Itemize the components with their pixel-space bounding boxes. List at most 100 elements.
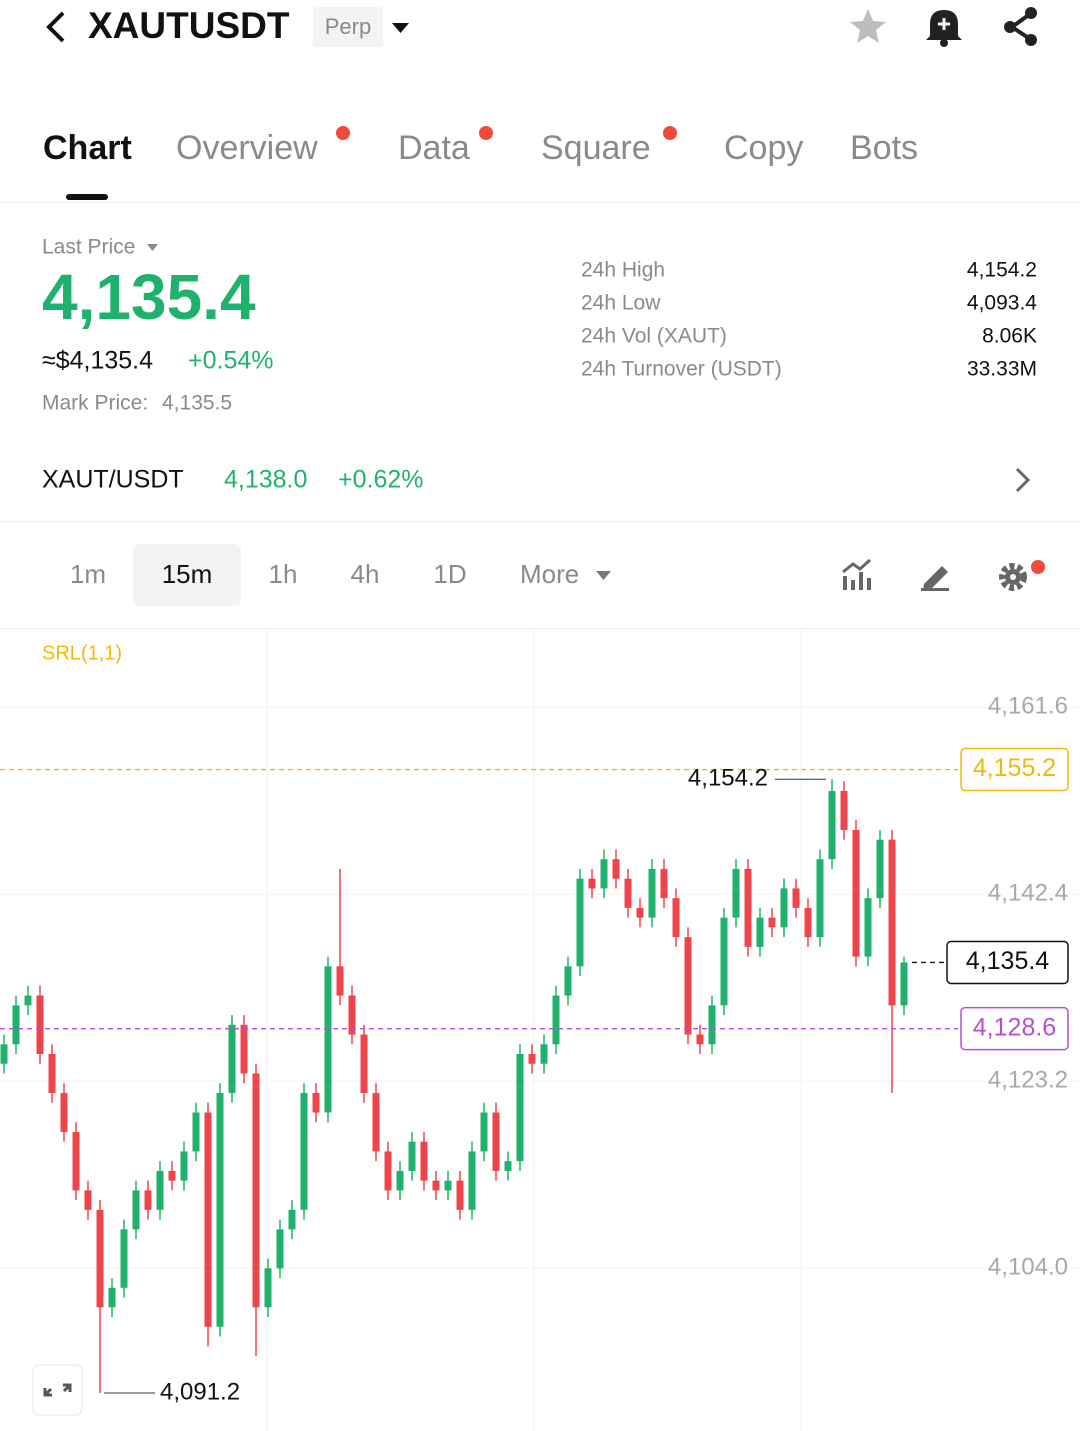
candle-body [588, 878, 596, 889]
tab-active[interactable]: Chart [43, 129, 132, 167]
caption-dropdown [147, 244, 158, 251]
candle-body [900, 962, 908, 1006]
candle-body [732, 868, 740, 918]
tab[interactable]: Data [398, 129, 470, 167]
favorite-icon[interactable] [850, 9, 886, 43]
candle-body [648, 868, 656, 918]
settings-icon[interactable] [999, 563, 1027, 591]
candle-body [396, 1170, 404, 1191]
spot-price: 4,138.0 [224, 466, 307, 494]
candle-body [552, 995, 560, 1045]
candle-body [156, 1170, 164, 1210]
alert-icon[interactable] [926, 10, 962, 47]
candle-body [408, 1141, 416, 1171]
candle-body [624, 878, 632, 908]
candle-body [276, 1229, 284, 1269]
indicator-label: SRL(1,1) [42, 642, 122, 664]
share-icon[interactable] [1004, 7, 1037, 46]
candle-body [480, 1112, 488, 1152]
candle-body [504, 1161, 512, 1171]
tab[interactable]: Square [541, 129, 651, 167]
back-button[interactable] [46, 11, 65, 43]
stat-value: 4,093.4 [967, 292, 1037, 315]
last-price: 4,135.4 [42, 261, 256, 333]
candle-body [456, 1180, 464, 1210]
candle-body [564, 966, 572, 996]
stat-value: 8.06K [982, 325, 1037, 348]
symbol: XAUTUSDT [88, 5, 290, 46]
candle-body [108, 1287, 116, 1308]
candle-body [372, 1092, 380, 1152]
interval[interactable]: 1m [70, 559, 106, 589]
candle-body [756, 917, 764, 947]
candle-body [300, 1092, 308, 1210]
candle-body [384, 1151, 392, 1191]
candle-body [240, 1024, 248, 1074]
badge-dot [663, 126, 677, 140]
candle-body [144, 1190, 152, 1210]
interval-selected-bg [133, 544, 241, 606]
badge-dot [336, 126, 350, 140]
candle-body [264, 1268, 272, 1308]
candle-body [36, 995, 44, 1055]
candle-body [540, 1044, 548, 1064]
mark-price: 4,135.5 [162, 392, 232, 415]
symbol-dropdown[interactable] [392, 23, 409, 33]
candle-body [420, 1141, 428, 1181]
candle-body [888, 839, 896, 1006]
price-change: +0.54% [188, 347, 274, 375]
interval[interactable]: 1D [433, 559, 466, 589]
indicator-icon[interactable] [842, 558, 872, 590]
more-dropdown [596, 571, 611, 580]
candle-body [708, 1005, 716, 1045]
tab[interactable]: Copy [724, 129, 803, 167]
last-price-caption[interactable]: Last Price [42, 236, 135, 259]
candle-body [132, 1190, 140, 1230]
badge-dot [1031, 560, 1045, 574]
grid [0, 629, 1080, 1431]
candle-body [96, 1209, 104, 1308]
candle-body [216, 1092, 224, 1327]
draw-icon[interactable] [921, 566, 949, 591]
approx-price: ≈$4,135.4 [42, 347, 153, 375]
candle-body [84, 1190, 92, 1210]
candle-body [864, 898, 872, 957]
stat-label: 24h Low [581, 292, 661, 315]
candle-body [336, 966, 344, 996]
y-tick-label: 4,104.0 [988, 1254, 1068, 1281]
candle-body [360, 1034, 368, 1093]
candle-body [792, 888, 800, 908]
price-box-label: 4,128.6 [973, 1013, 1056, 1041]
badge-dot [479, 126, 493, 140]
mark-caption: Mark Price: [42, 392, 148, 415]
candle-body [168, 1170, 176, 1181]
candle-body [228, 1024, 236, 1093]
expand-button[interactable] [32, 1364, 83, 1416]
y-tick-label: 4,161.6 [988, 693, 1068, 720]
candle-body [876, 839, 884, 899]
candle-body [516, 1054, 524, 1162]
candlestick-chart: 4,104.0 4,123.2 4,142.4 4,161.6 4,155.2 4,128… [0, 693, 1069, 1405]
divider [0, 628, 1080, 629]
y-tick-label: 4,142.4 [988, 880, 1068, 907]
candle-body [288, 1209, 296, 1230]
interval[interactable]: 1h [269, 559, 298, 589]
candle-body [432, 1180, 440, 1191]
candle-body [444, 1180, 452, 1191]
interval-selected[interactable]: 15m [162, 559, 213, 589]
candle-body [576, 878, 584, 967]
tab[interactable]: Overview [176, 129, 318, 167]
candle-body [24, 995, 32, 1006]
price-box [960, 1006, 1069, 1051]
price-box [960, 747, 1069, 792]
spot-change: +0.62% [338, 466, 424, 494]
spot-chevron[interactable] [1015, 467, 1031, 493]
candle-body [60, 1092, 68, 1132]
stat-value: 4,154.2 [967, 259, 1037, 282]
interval[interactable]: 4h [351, 559, 380, 589]
spot-pair[interactable]: XAUT/USDT [42, 466, 184, 494]
interval-more[interactable]: More [520, 559, 579, 589]
candle-body [312, 1092, 320, 1113]
price-box [946, 940, 1069, 985]
tab[interactable]: Bots [850, 129, 918, 167]
